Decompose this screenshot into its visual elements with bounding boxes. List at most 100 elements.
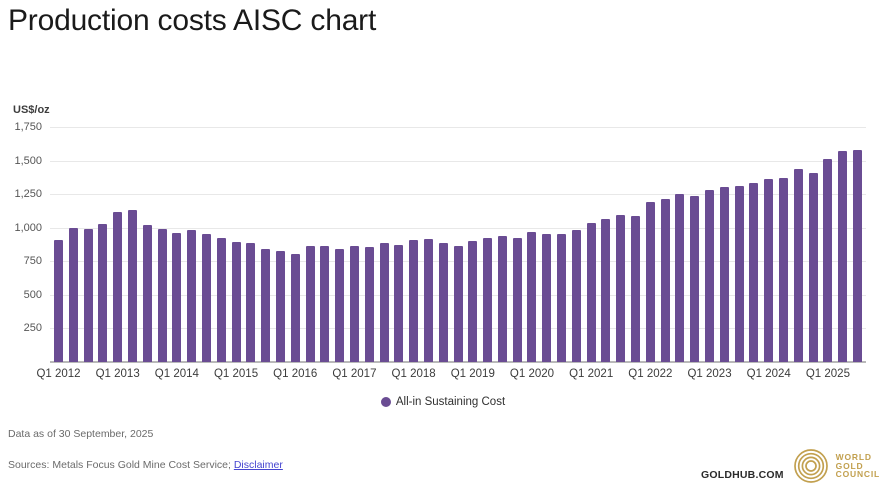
- bar-q3-2012[interactable]: [83, 229, 93, 362]
- data-as-of-note: Data as of 30 September, 2025: [8, 428, 154, 440]
- bar-q3-2017[interactable]: [379, 242, 389, 362]
- bar-q4-2022[interactable]: [690, 195, 700, 362]
- x-axis-tick-labels: Q1 2012 Q1 2013 Q1 2014 Q1 2015 Q1 2016 Q1 20…: [36, 368, 866, 384]
- wgc-line-world: WORLD: [835, 452, 872, 463]
- y-tick-label: 750: [23, 255, 42, 268]
- branding-footer: GOLDHUB.COM WORLD GOLD COUNCIL: [701, 448, 880, 484]
- bar-q4-2019[interactable]: [512, 237, 522, 362]
- bar-q4-2014[interactable]: [216, 237, 226, 362]
- bar-q2-2012[interactable]: [68, 228, 78, 362]
- bar-q3-2015[interactable]: [261, 249, 271, 362]
- bar-q1-2020[interactable]: [527, 232, 537, 362]
- bar-q4-2017[interactable]: [394, 244, 404, 362]
- bar-q1-2012[interactable]: [54, 239, 63, 362]
- y-tick-label: 250: [23, 322, 42, 335]
- x-tick-label: Q1 2014: [154, 368, 199, 380]
- x-tick-label: Q1 2021: [569, 368, 614, 380]
- bar-q3-2022[interactable]: [675, 194, 685, 362]
- bar-q2-2013[interactable]: [127, 210, 137, 362]
- bar-q3-2024[interactable]: [793, 168, 803, 362]
- x-tick-label: Q1 2025: [805, 368, 850, 380]
- x-tick-label: Q1 2015: [213, 368, 259, 380]
- x-tick-label: Q1 2013: [95, 368, 140, 380]
- y-axis-unit-label: US$/oz: [13, 104, 50, 116]
- bar-q2-2023[interactable]: [719, 187, 729, 362]
- sources-note: Sources: Metals Focus Gold Mine Cost Ser…: [8, 459, 283, 471]
- bar-q1-2017[interactable]: [349, 245, 359, 362]
- wgc-line-gold: GOLD: [835, 460, 864, 471]
- x-axis-line: [50, 361, 866, 363]
- legend-series-label: All-in Sustaining Cost: [395, 396, 506, 408]
- y-tick-label: 1,500: [14, 154, 42, 167]
- bar-q2-2019[interactable]: [483, 238, 493, 362]
- bar-q1-2024[interactable]: [764, 179, 774, 362]
- bar-q3-2014[interactable]: [201, 233, 211, 362]
- bar-q1-2014[interactable]: [172, 233, 182, 362]
- bar-q4-2015[interactable]: [275, 250, 285, 362]
- wgc-line-council: COUNCIL: [835, 469, 880, 480]
- x-tick-label: Q1 2012: [36, 368, 81, 380]
- world-gold-council-logo-icon: [793, 449, 828, 483]
- bar-q4-2012[interactable]: [98, 224, 108, 362]
- bar-q3-2020[interactable]: [557, 234, 567, 362]
- disclaimer-link[interactable]: Disclaimer: [233, 459, 283, 471]
- bar-q1-2021[interactable]: [586, 223, 596, 362]
- bar-q4-2023[interactable]: [749, 182, 759, 362]
- bar-chart-plot-area: [50, 127, 866, 363]
- bar-q4-2021[interactable]: [631, 216, 641, 362]
- y-tick-label: 1,000: [14, 221, 42, 234]
- y-tick-label: 1,250: [14, 188, 42, 201]
- bar-q2-2022[interactable]: [660, 198, 670, 362]
- bar-q2-2017[interactable]: [364, 246, 374, 362]
- gridline: [50, 160, 866, 162]
- bar-q3-2023[interactable]: [734, 186, 744, 362]
- x-tick-label: Q1 2017: [332, 368, 377, 380]
- bar-q1-2025[interactable]: [823, 158, 833, 362]
- x-tick-label: Q1 2022: [628, 368, 673, 380]
- x-tick-label: Q1 2024: [746, 368, 791, 380]
- bar-q4-2016[interactable]: [335, 249, 345, 362]
- bar-q2-2024[interactable]: [779, 178, 789, 362]
- bar-q3-2019[interactable]: [497, 235, 507, 362]
- bar-q3-2021[interactable]: [616, 214, 626, 362]
- gridline: [50, 194, 866, 196]
- bar-q4-2018[interactable]: [453, 245, 463, 362]
- x-tick-label: Q1 2023: [687, 368, 732, 380]
- bar-q1-2022[interactable]: [645, 202, 655, 362]
- x-tick-label: Q1 2018: [391, 368, 436, 380]
- gridline: [50, 127, 866, 128]
- bar-q4-2013[interactable]: [157, 229, 167, 362]
- y-tick-label: 500: [23, 288, 42, 301]
- bar-q1-2019[interactable]: [468, 241, 478, 362]
- bar-q2-2020[interactable]: [542, 234, 552, 362]
- bar-q2-2014[interactable]: [187, 230, 197, 362]
- bar-q2-2025[interactable]: [838, 151, 848, 362]
- bar-q2-2021[interactable]: [601, 219, 611, 362]
- bar-q2-2015[interactable]: [246, 243, 256, 362]
- bar-q2-2018[interactable]: [423, 239, 433, 362]
- chart-legend[interactable]: All-in Sustaining Cost: [0, 396, 886, 408]
- bar-q1-2018[interactable]: [409, 240, 419, 362]
- legend-marker-icon: [380, 397, 391, 407]
- bar-q4-2020[interactable]: [571, 230, 581, 362]
- bar-q3-2025[interactable]: [853, 149, 862, 362]
- bar-q1-2016[interactable]: [290, 253, 300, 362]
- bar-q1-2013[interactable]: [113, 211, 123, 362]
- gridline: [50, 227, 866, 229]
- bar-q3-2013[interactable]: [142, 225, 152, 362]
- page-title: Production costs AISC chart: [8, 4, 377, 37]
- bar-q4-2024[interactable]: [808, 173, 818, 362]
- goldhub-wordmark: GOLDHUB.COM: [700, 469, 784, 481]
- x-tick-label: Q1 2020: [509, 368, 555, 380]
- x-tick-label: Q1 2019: [450, 368, 495, 380]
- sources-text: Sources: Metals Focus Gold Mine Cost Ser…: [8, 459, 234, 471]
- world-gold-council-wordmark: WORLD GOLD COUNCIL: [836, 453, 880, 479]
- bar-q3-2018[interactable]: [438, 242, 448, 362]
- y-tick-label: 1,750: [14, 121, 42, 133]
- bar-q1-2023[interactable]: [705, 190, 715, 362]
- y-axis-tick-labels: 250 500 750 1,000 1,250 1,500 1,750: [0, 121, 45, 362]
- x-tick-label: Q1 2016: [273, 368, 318, 380]
- bar-q1-2015[interactable]: [231, 241, 241, 362]
- bar-q3-2016[interactable]: [320, 245, 330, 362]
- bar-q2-2016[interactable]: [305, 245, 315, 362]
